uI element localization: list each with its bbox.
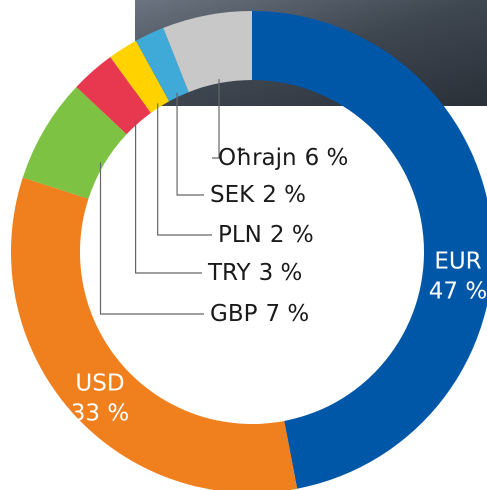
category-label: SEK: [210, 182, 255, 208]
slice-label: TRY 3 %: [207, 260, 302, 286]
category-label: GBP: [210, 301, 258, 327]
value-label: 2 %: [270, 222, 314, 248]
value-label: 2 %: [262, 182, 306, 208]
value-label: 3 %: [259, 260, 303, 286]
slice-label: PLN 2 %: [218, 222, 314, 248]
value-label: 7 %: [265, 301, 309, 327]
category-label: Oħrajn: [218, 145, 297, 171]
slice-label: EUR: [434, 249, 481, 275]
category-label: TRY: [207, 260, 252, 286]
slice-label: USD: [75, 371, 124, 397]
slice-label: Oħrajn 6 %: [218, 145, 348, 171]
leader-line: [158, 103, 212, 235]
value-label: 6 %: [305, 145, 349, 171]
leader-line: [136, 120, 202, 273]
value-label: 33 %: [71, 401, 129, 427]
chart: EUR47 %USD33 %GBP7 %TRY3 %PLN2 %SEK2 %Oħ…: [0, 0, 487, 490]
slice-label: GBP 7 %: [210, 301, 309, 327]
slice-label: SEK 2 %: [210, 182, 306, 208]
category-label: PLN: [218, 222, 262, 248]
leader-line: [177, 93, 204, 195]
leader-line: [101, 162, 204, 314]
value-label: 47 %: [429, 279, 487, 305]
